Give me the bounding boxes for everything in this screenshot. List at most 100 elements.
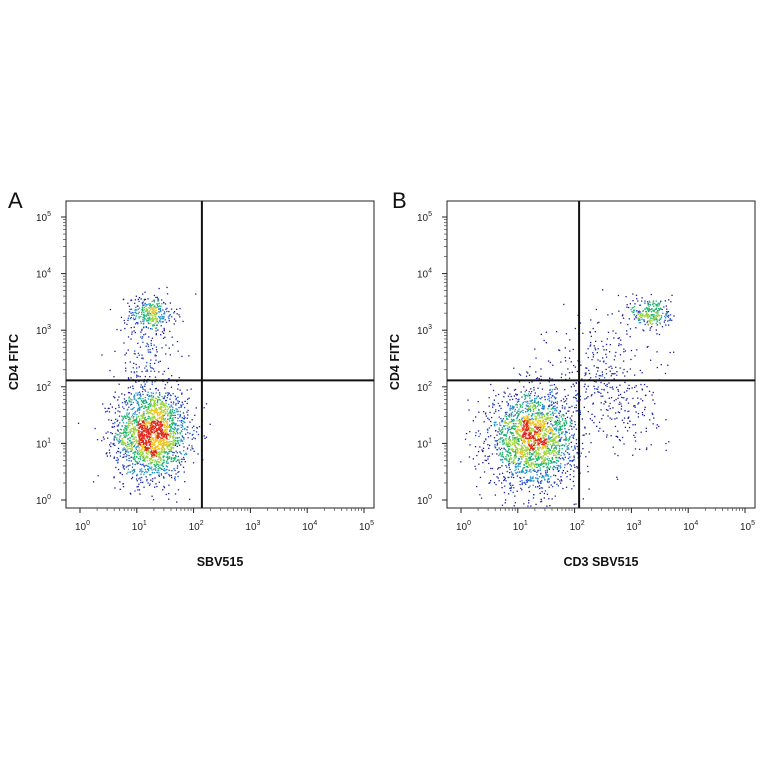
event-dot	[170, 425, 172, 427]
event-dot	[163, 409, 166, 411]
event-dot	[607, 314, 609, 316]
event-dot	[548, 481, 550, 483]
event-dot	[161, 468, 163, 470]
event-dot	[164, 405, 166, 408]
event-dot	[154, 411, 156, 413]
event-dot	[131, 408, 134, 410]
event-dot	[529, 410, 532, 412]
event-dot	[622, 314, 624, 316]
event-dot	[137, 489, 139, 491]
event-dot	[113, 376, 115, 378]
event-dot	[146, 437, 148, 439]
event-dot	[509, 405, 512, 407]
event-dot	[162, 403, 165, 405]
event-dot	[157, 305, 159, 307]
event-dot	[182, 458, 184, 460]
event-dot	[150, 413, 152, 415]
event-dot	[150, 392, 153, 394]
event-dot	[144, 438, 146, 440]
event-dot	[122, 486, 125, 488]
event-dot	[164, 336, 166, 338]
event-dot	[518, 422, 521, 425]
event-dot	[532, 450, 534, 452]
event-dot	[526, 408, 528, 410]
event-dot	[166, 424, 168, 426]
event-dot	[162, 415, 164, 417]
event-dot	[512, 422, 514, 425]
event-dot	[130, 316, 132, 319]
event-dot	[668, 324, 670, 326]
event-dot	[136, 463, 138, 465]
event-dot	[511, 433, 513, 435]
event-dot	[147, 448, 149, 450]
event-dot	[623, 360, 625, 362]
event-dot	[521, 396, 523, 398]
event-dot	[507, 431, 509, 433]
event-dot	[154, 451, 157, 453]
event-dot	[150, 473, 152, 476]
event-dot	[155, 318, 157, 320]
event-dot	[152, 438, 154, 440]
event-dot	[656, 324, 658, 326]
event-dot	[139, 443, 142, 446]
event-dot	[556, 406, 558, 409]
event-dot	[180, 453, 183, 455]
event-dot	[127, 302, 129, 304]
event-dot	[140, 458, 142, 461]
event-dot	[148, 459, 151, 462]
event-dot	[615, 435, 617, 437]
event-dot	[643, 383, 646, 386]
event-dot	[160, 416, 162, 419]
event-dot	[117, 447, 120, 450]
event-dot	[158, 455, 161, 457]
event-dot	[162, 459, 164, 461]
event-dot	[151, 443, 153, 446]
event-dot	[161, 347, 163, 349]
event-dot	[574, 445, 576, 447]
event-dot	[504, 424, 507, 427]
event-dot	[166, 441, 168, 443]
event-dot	[192, 448, 194, 450]
event-dot	[147, 391, 149, 393]
event-dot	[156, 439, 158, 441]
event-dot	[128, 422, 130, 424]
event-dot	[540, 333, 542, 335]
event-dot	[124, 442, 126, 444]
event-dot	[514, 461, 516, 463]
event-dot	[499, 453, 501, 455]
event-dot	[520, 487, 522, 489]
event-dot	[183, 438, 185, 440]
event-dot	[552, 444, 554, 446]
event-dot	[160, 464, 162, 466]
event-dot	[537, 387, 539, 389]
event-dot	[178, 437, 180, 439]
event-dot	[646, 346, 648, 348]
event-dot	[671, 319, 673, 321]
event-dot	[556, 459, 558, 462]
event-dot	[157, 429, 159, 431]
event-dot	[122, 465, 125, 468]
event-dot	[143, 306, 145, 309]
event-dot	[143, 309, 145, 311]
event-dot	[170, 435, 172, 437]
event-dot	[546, 471, 548, 473]
event-dot	[602, 289, 604, 291]
event-dot	[576, 410, 579, 412]
event-dot	[156, 413, 159, 415]
event-dot	[173, 452, 175, 454]
event-dot	[577, 360, 579, 362]
event-dot	[136, 473, 138, 476]
event-dot	[138, 452, 141, 455]
event-dot	[516, 475, 519, 477]
event-dot	[540, 402, 542, 404]
event-dot	[153, 324, 155, 327]
event-dot	[500, 455, 502, 457]
event-dot	[507, 476, 509, 479]
event-dot	[565, 432, 567, 434]
event-dot	[165, 427, 167, 429]
event-dot	[159, 319, 161, 321]
event-dot	[541, 457, 543, 459]
event-dot	[177, 443, 179, 445]
event-dot	[541, 491, 543, 493]
event-dot	[468, 456, 471, 458]
